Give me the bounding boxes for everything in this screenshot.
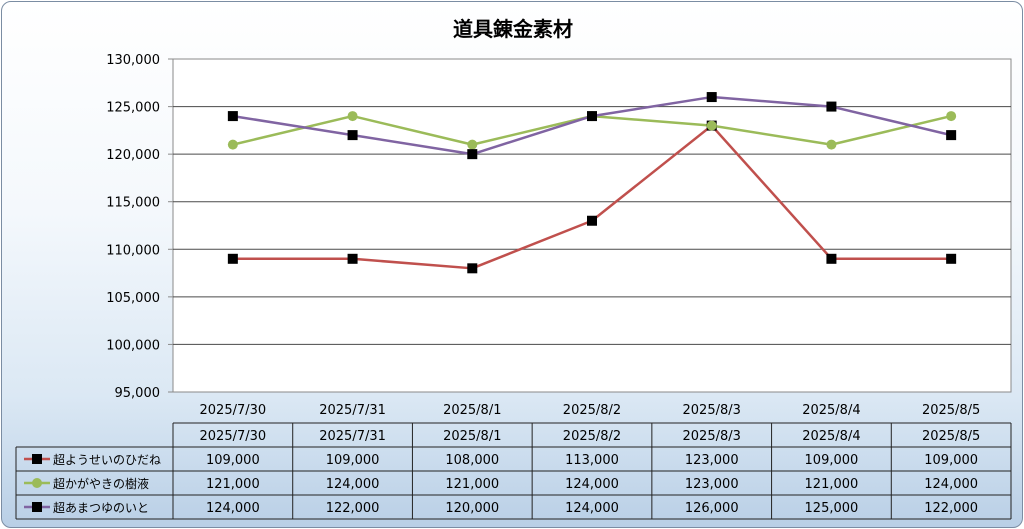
table-value-cell: 124,000 <box>565 477 619 492</box>
x-tick-label: 2025/8/4 <box>802 403 860 418</box>
table-value-cell: 124,000 <box>206 501 260 516</box>
table-value-cell: 124,000 <box>565 501 619 516</box>
y-tick-label: 125,000 <box>106 101 160 116</box>
x-tick-label: 2025/8/2 <box>563 403 621 418</box>
series-name: 超かがやきの樹液 <box>53 476 149 491</box>
table-value-cell: 125,000 <box>805 501 859 516</box>
table-header-cell: 2025/8/3 <box>683 429 741 444</box>
table-value-cell: 120,000 <box>445 501 499 516</box>
data-point <box>826 139 837 150</box>
data-point <box>826 101 837 112</box>
x-tick-label: 2025/8/3 <box>683 403 741 418</box>
x-tick-label: 2025/8/1 <box>443 403 501 418</box>
legend-marker <box>32 478 42 488</box>
data-point <box>467 139 478 150</box>
series-markers <box>227 92 957 274</box>
y-tick-label: 130,000 <box>106 53 160 68</box>
table-value-cell: 122,000 <box>326 501 380 516</box>
data-point <box>227 111 238 122</box>
y-tick-label: 110,000 <box>106 243 160 258</box>
table-header-cell: 2025/7/31 <box>319 429 386 444</box>
series-name: 超ようせいのひだね <box>53 452 161 467</box>
table-value-cell: 109,000 <box>326 453 380 468</box>
data-point <box>347 253 358 264</box>
data-point <box>587 215 597 226</box>
data-point <box>227 139 238 150</box>
chart-title: 道具錬金素材 <box>453 17 573 41</box>
table-header-cell: 2025/8/2 <box>563 429 621 444</box>
data-point <box>706 92 717 103</box>
data-point <box>467 263 478 274</box>
table-value-cell: 113,000 <box>565 453 619 468</box>
y-tick-label: 95,000 <box>115 386 161 401</box>
table-header-cell: 2025/8/5 <box>922 429 980 444</box>
table-value-cell: 109,000 <box>924 453 978 468</box>
y-axis: 130,000 125,000 120,000 115,000 110,000 105,0… <box>106 53 173 401</box>
table-value-cell: 121,000 <box>445 477 499 492</box>
data-point <box>347 130 358 141</box>
data-point <box>826 253 837 264</box>
data-point <box>347 111 358 122</box>
table-value-cell: 124,000 <box>326 477 380 492</box>
x-tick-label: 2025/7/30 <box>200 403 267 418</box>
data-point <box>946 253 957 264</box>
y-tick-label: 105,000 <box>106 291 160 306</box>
data-point <box>467 149 478 160</box>
table-value-cell: 124,000 <box>924 477 978 492</box>
gridlines <box>173 106 1011 345</box>
table-value-cell: 109,000 <box>805 453 859 468</box>
table-value-cell: 121,000 <box>206 477 260 492</box>
legend-marker <box>32 454 42 464</box>
data-point <box>946 130 957 141</box>
table-header-cell: 2025/8/4 <box>802 429 860 444</box>
y-tick-label: 115,000 <box>106 196 160 211</box>
table-header-cell: 2025/8/1 <box>443 429 501 444</box>
data-table: 2025/7/30 2025/7/31 2025/8/1 2025/8/2 2025/8… <box>15 422 1012 520</box>
x-axis: 2025/7/30 2025/7/31 2025/8/1 2025/8/2 2025/8… <box>200 403 981 418</box>
table-value-cell: 126,000 <box>685 501 739 516</box>
y-tick-label: 100,000 <box>106 338 160 353</box>
data-point <box>227 253 238 264</box>
legend-marker <box>32 502 42 512</box>
table-header-cell: 2025/7/30 <box>200 429 267 444</box>
table-value-cell: 123,000 <box>685 477 739 492</box>
table-value-cell: 123,000 <box>685 453 739 468</box>
table-value-cell: 121,000 <box>805 477 859 492</box>
data-point <box>706 120 717 131</box>
data-point <box>587 111 597 122</box>
series-name: 超あまつゆのいと <box>53 500 149 515</box>
x-tick-label: 2025/8/5 <box>922 403 980 418</box>
x-tick-label: 2025/7/31 <box>319 403 386 418</box>
table-value-cell: 108,000 <box>445 453 499 468</box>
y-tick-label: 120,000 <box>106 148 160 163</box>
table-value-cell: 109,000 <box>206 453 260 468</box>
table-value-cell: 122,000 <box>924 501 978 516</box>
data-point <box>946 111 957 122</box>
